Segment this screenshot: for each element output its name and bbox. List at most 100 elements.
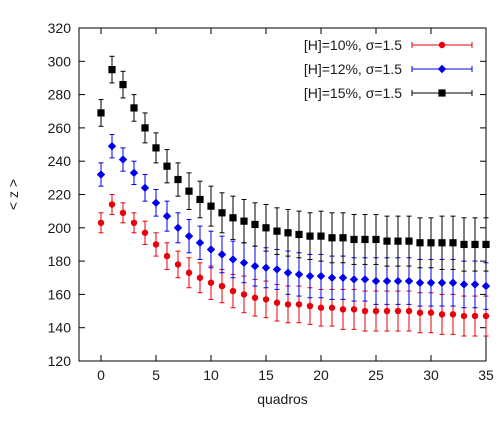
data-point [305, 271, 315, 281]
data-point [371, 276, 381, 286]
data-point [184, 231, 194, 241]
data-point [262, 224, 270, 232]
data-point [317, 232, 325, 240]
data-point [261, 263, 271, 272]
data-point [361, 235, 369, 244]
data-point [426, 278, 436, 287]
data-point [350, 306, 358, 313]
data-point [328, 234, 336, 242]
y-tick-label: 320 [48, 20, 72, 36]
data-point [448, 278, 458, 287]
data-point [163, 162, 171, 170]
data-point [382, 276, 392, 286]
y-tick-label: 240 [48, 153, 72, 169]
legend-marker [438, 89, 446, 97]
data-point [283, 268, 293, 277]
data-point [449, 239, 457, 247]
data-point [415, 278, 425, 287]
data-point [130, 104, 138, 112]
x-tick-label: 10 [203, 367, 219, 383]
data-point [273, 299, 281, 306]
data-point [229, 214, 237, 222]
data-point [438, 239, 446, 247]
data-point [218, 282, 226, 290]
x-tick-label: 5 [152, 367, 160, 383]
data-point [162, 211, 172, 221]
data-point [108, 201, 116, 208]
data-point [108, 66, 116, 74]
data-point [107, 142, 117, 151]
data-point [140, 183, 150, 193]
data-point [471, 240, 479, 249]
data-point [459, 280, 469, 289]
data-point [460, 240, 468, 249]
x-tick-label: 30 [423, 367, 439, 383]
data-point [174, 261, 182, 268]
data-point [151, 198, 161, 208]
plot-area [96, 55, 491, 337]
data-point [295, 230, 303, 239]
x-tick-label: 15 [258, 367, 274, 383]
data-point [404, 276, 414, 286]
y-tick-label: 300 [48, 53, 72, 69]
data-point [338, 273, 348, 282]
data-point [416, 309, 424, 316]
x-tick-label: 25 [368, 367, 384, 383]
data-point [339, 306, 347, 313]
y-tick-label: 120 [48, 353, 72, 369]
x-tick-label: 0 [97, 367, 105, 383]
data-point [119, 209, 127, 217]
legend-label: [H]=12%, σ=1.5 [304, 61, 402, 77]
x-tick-label: 35 [478, 367, 494, 383]
data-point [262, 296, 270, 303]
data-point [360, 275, 370, 284]
series [97, 55, 490, 272]
data-point [449, 311, 457, 318]
data-point [196, 274, 204, 281]
x-axis-label: quadros [257, 391, 308, 407]
data-point [228, 255, 238, 264]
data-point [174, 175, 182, 184]
x-tick-label: 20 [313, 367, 329, 383]
data-point [427, 239, 435, 247]
y-tick-label: 140 [48, 320, 72, 336]
axes: 0 5 10 15 20 25 30 35 120 140 160 180 200 220 240 260 28… [48, 20, 494, 383]
data-point [361, 307, 369, 315]
data-point [119, 81, 127, 89]
data-point [229, 287, 237, 295]
data-point [273, 227, 281, 235]
data-point [251, 294, 259, 301]
data-point [481, 281, 491, 291]
data-point [306, 232, 314, 240]
data-point [416, 239, 424, 247]
data-point [196, 195, 204, 204]
data-point [96, 170, 106, 179]
y-tick-label: 220 [48, 187, 72, 203]
data-point [152, 144, 160, 152]
data-point [185, 269, 193, 276]
legend-label: [H]=15%, σ=1.5 [304, 85, 402, 101]
data-point [328, 304, 336, 311]
data-point [394, 237, 402, 245]
data-point [482, 312, 490, 320]
data-point [306, 302, 314, 310]
data-point [427, 309, 435, 316]
y-tick-label: 280 [48, 87, 72, 103]
data-point [163, 252, 171, 260]
data-point [438, 311, 446, 318]
data-point [218, 209, 226, 217]
data-point [284, 301, 292, 308]
data-point [173, 223, 183, 232]
y-tick-label: 180 [48, 253, 72, 269]
legend-label: [H]=10%, σ=1.5 [304, 37, 402, 53]
data-point [130, 219, 138, 227]
data-point [185, 187, 193, 195]
data-point [295, 301, 303, 308]
data-point [97, 219, 105, 227]
data-point [350, 235, 358, 244]
data-point [405, 307, 413, 315]
data-point [141, 229, 149, 236]
data-point [240, 217, 248, 225]
data-point [437, 278, 447, 287]
